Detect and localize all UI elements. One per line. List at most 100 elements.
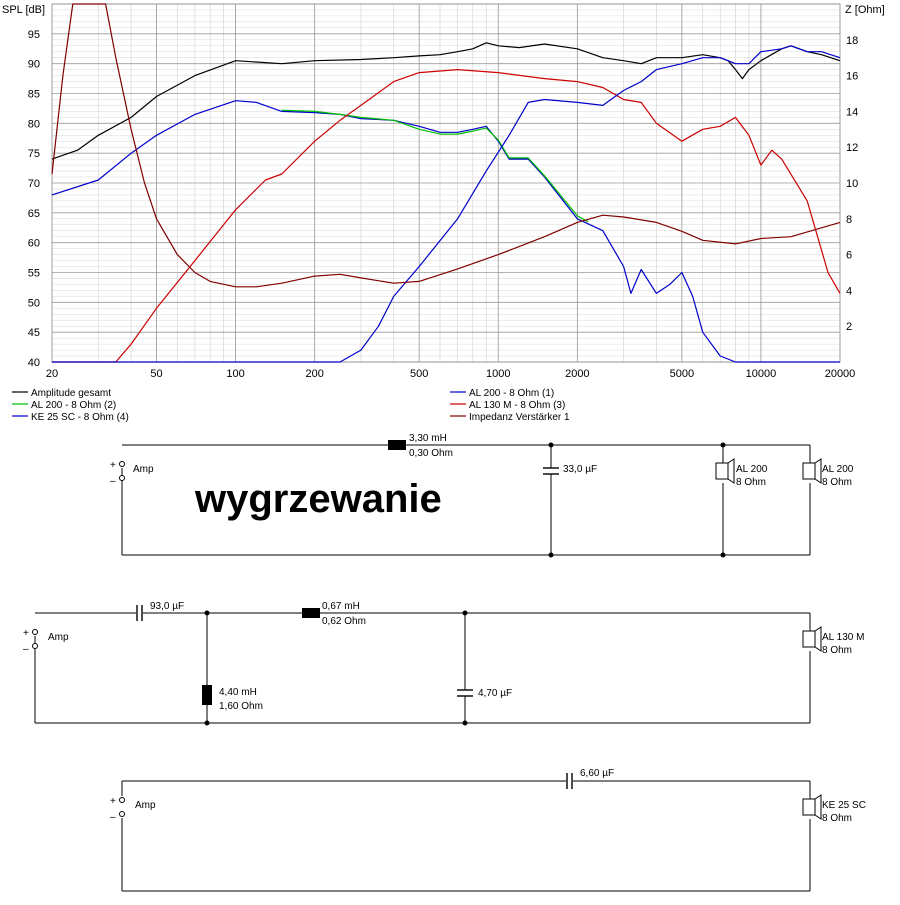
y-left-tick-label: 65 <box>28 208 40 220</box>
series-line-4 <box>52 68 841 363</box>
inductor-resistance: 1,60 Ohm <box>219 701 263 712</box>
inductor-resistance: 0,30 Ohm <box>409 448 453 459</box>
inductor-resistance: 0,62 Ohm <box>322 616 366 627</box>
terminal-in <box>119 461 125 481</box>
inductor-symbol <box>388 440 406 450</box>
series-line-6 <box>51 3 841 288</box>
inductor-value: 0,67 mH <box>322 601 360 612</box>
amp-label: Amp <box>133 464 154 475</box>
x-tick-label: 500 <box>410 368 428 380</box>
legend-entry-impedance: Impedanz Verstärker 1 <box>450 412 570 423</box>
y-left-tick-label: 95 <box>28 29 40 41</box>
legend-label: AL 200 - 8 Ohm (1) <box>469 388 554 399</box>
y-right-tick-label: 4 <box>846 285 852 297</box>
circuit-midrange-parts <box>32 608 822 705</box>
speaker-name: AL 200 <box>822 464 854 475</box>
inductor-symbol <box>202 685 212 705</box>
legend-label: Amplitude gesamt <box>31 388 111 399</box>
y-left-tick-label: 60 <box>28 238 40 250</box>
x-tick-label: 5000 <box>670 368 694 380</box>
speaker-icon <box>802 458 822 484</box>
legend-label: KE 25 SC - 8 Ohm (4) <box>31 412 129 423</box>
legend-label: AL 200 - 8 Ohm (2) <box>31 400 116 411</box>
series-line-5 <box>52 45 841 363</box>
speaker-impedance: 8 Ohm <box>822 477 852 488</box>
x-tick-label: 100 <box>226 368 244 380</box>
terminal-minus-label: – <box>23 644 29 655</box>
amp-label: Amp <box>135 800 156 811</box>
series-line-1 <box>51 42 841 160</box>
y-left-tick-label: 40 <box>28 357 40 369</box>
y-left-tick-label: 45 <box>28 327 40 339</box>
y-left-tick-label: 55 <box>28 268 40 280</box>
x-tick-label: 200 <box>305 368 323 380</box>
speaker-impedance: 8 Ohm <box>822 645 852 656</box>
y-left-tick-label: 75 <box>28 148 40 160</box>
circuit-woofer-parts <box>119 440 822 484</box>
y-left-tick-label: 90 <box>28 59 40 71</box>
chart-series-layer <box>51 3 841 363</box>
series-line-3 <box>281 109 589 223</box>
x-tick-label: 20 <box>46 368 58 380</box>
capacitor-value: 93,0 µF <box>150 601 184 612</box>
y-right-tick-label: 6 <box>846 250 852 262</box>
x-tick-label: 10000 <box>746 368 777 380</box>
y-left-tick-label: 50 <box>28 297 40 309</box>
circuit-midrange <box>34 605 811 726</box>
terminal-minus-label: – <box>110 476 116 487</box>
terminal-in <box>119 797 125 817</box>
y-right-axis-label: Z [Ohm] <box>845 4 885 16</box>
terminal-minus-label: – <box>110 812 116 823</box>
speaker-icon <box>715 458 735 484</box>
speaker-icon <box>802 794 822 820</box>
inductor-value: 4,40 mH <box>219 687 257 698</box>
chart-tick-labels: 20 50 100 200 500 1000 2000 5000 10000 2000040455… <box>28 29 859 380</box>
capacitor-value: 33,0 µF <box>563 464 597 475</box>
terminal-plus-label: + <box>23 628 29 639</box>
x-tick-label: 20000 <box>825 368 856 380</box>
capacitor-value: 6,60 µF <box>580 768 614 779</box>
y-left-tick-label: 70 <box>28 178 40 190</box>
y-right-tick-label: 10 <box>846 178 858 190</box>
y-left-tick-label: 85 <box>28 89 40 101</box>
speaker-impedance: 8 Ohm <box>822 813 852 824</box>
y-left-tick-label: 80 <box>28 118 40 130</box>
legend-entry-amplitude: Amplitude gesamt <box>12 388 111 399</box>
inductor-symbol <box>302 608 320 618</box>
y-left-axis-label: SPL [dB] <box>2 4 45 16</box>
x-tick-label: 2000 <box>565 368 589 380</box>
terminal-in <box>32 629 38 649</box>
y-right-tick-label: 18 <box>846 35 858 47</box>
legend-label: Impedanz Verstärker 1 <box>469 412 570 423</box>
speaker-name: AL 200 <box>736 464 768 475</box>
x-tick-label: 1000 <box>486 368 510 380</box>
x-tick-label: 50 <box>150 368 162 380</box>
y-right-tick-label: 16 <box>846 71 858 83</box>
y-right-tick-label: 2 <box>846 321 852 333</box>
legend-entry-al130: AL 130 M - 8 Ohm (3) <box>450 400 565 411</box>
circuit-woofer <box>121 442 811 558</box>
y-right-tick-label: 8 <box>846 214 852 226</box>
circuit-tweeter-parts <box>119 794 822 820</box>
legend-entry-ke25: KE 25 SC - 8 Ohm (4) <box>12 412 129 423</box>
y-right-tick-label: 14 <box>846 106 858 118</box>
circuit-tweeter <box>121 773 811 892</box>
legend-label: AL 130 M - 8 Ohm (3) <box>469 400 565 411</box>
amp-label: Amp <box>48 632 69 643</box>
chart-legend: Amplitude gesamt AL 200 - 8 Ohm (2) KE 2… <box>12 388 570 423</box>
capacitor-value: 4,70 µF <box>478 688 512 699</box>
chart: 20 50 100 200 500 1000 2000 5000 10000 2000040455… <box>2 3 885 380</box>
overlay-title: wygrzewanie <box>194 477 442 521</box>
speaker-icon <box>802 626 822 652</box>
speaker-name: AL 130 M <box>822 632 864 643</box>
terminal-plus-label: + <box>110 796 116 807</box>
legend-entry-al200-2: AL 200 - 8 Ohm (2) <box>12 400 116 411</box>
speaker-impedance: 8 Ohm <box>736 477 766 488</box>
speaker-name: KE 25 SC <box>822 800 866 811</box>
y-right-tick-label: 12 <box>846 142 858 154</box>
legend-entry-al200-1: AL 200 - 8 Ohm (1) <box>450 388 554 399</box>
inductor-value: 3,30 mH <box>409 433 447 444</box>
terminal-plus-label: + <box>110 460 116 471</box>
